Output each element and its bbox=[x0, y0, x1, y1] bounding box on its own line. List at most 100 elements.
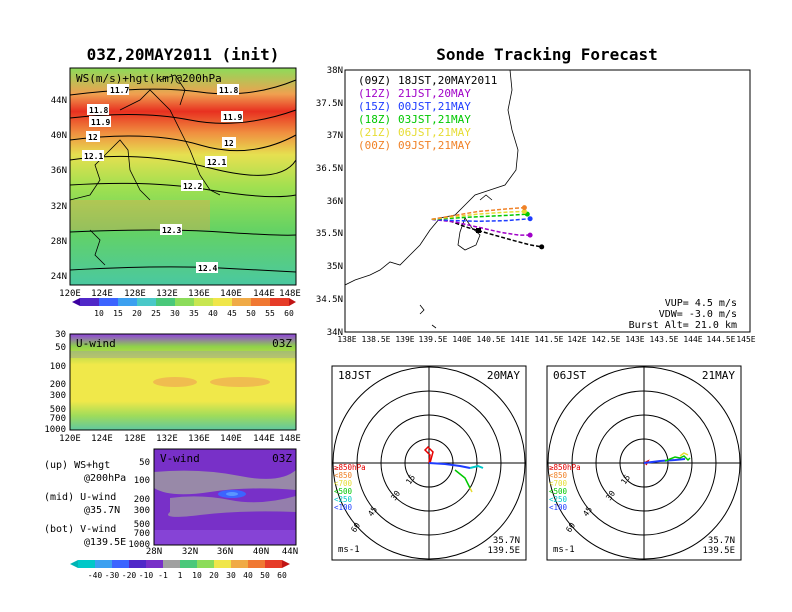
contour-label: 12.4 bbox=[198, 264, 217, 273]
lon-tick: 143.5E bbox=[650, 335, 679, 344]
legend-jst: 00JST,21MAY bbox=[398, 100, 471, 113]
lon-tick: 140E bbox=[220, 434, 242, 444]
track-legend: (09Z) 18JST,20MAY2011 (12Z) 21JST,20MAY … bbox=[358, 74, 497, 152]
colorbar-tick: 10 bbox=[192, 571, 202, 580]
wind-colorbar: -40 -30 -20 -10 -1 1 10 20 30 40 50 60 bbox=[70, 560, 290, 580]
legend-jst: 03JST,21MAY bbox=[398, 113, 471, 126]
pressure-tick: 200 bbox=[50, 380, 66, 390]
contour-label: 12 bbox=[88, 133, 98, 142]
lon-tick: 132E bbox=[156, 434, 178, 444]
left-title: 03Z,20MAY2011 (init) bbox=[87, 45, 280, 64]
hodograph-right: 06JST 21MAY 15 30 45 60 ≥850hPa <850 <70… bbox=[546, 365, 742, 561]
contour-label: 11.9 bbox=[223, 113, 242, 122]
pressure-tick: 100 bbox=[134, 476, 150, 486]
pressure-tick: 50 bbox=[55, 343, 66, 353]
legend-jst: 21JST,20MAY bbox=[398, 87, 471, 100]
legend-line: (mid) U-wind bbox=[44, 492, 116, 503]
track-line-2 bbox=[431, 217, 531, 223]
hodo-lat: 35.7N bbox=[708, 536, 735, 546]
lon-tick: 139E bbox=[395, 335, 414, 344]
u-wind-label: U-wind bbox=[76, 337, 116, 350]
right-title: Sonde Tracking Forecast bbox=[436, 45, 658, 64]
ws-map-panel: 11.7 11.8 11.8 11.9 11.9 12 12 12.1 12.1… bbox=[51, 67, 301, 299]
lat-tick: 34N bbox=[327, 328, 343, 338]
lat-tick: 37.5N bbox=[316, 99, 343, 109]
legend-line: (up) WS+hgt bbox=[44, 460, 110, 471]
colorbar-tick: 10 bbox=[94, 309, 104, 318]
lat-tick: 40N bbox=[253, 547, 269, 557]
v-wind-time: 03Z bbox=[272, 452, 292, 465]
level-item: <100 bbox=[549, 503, 568, 512]
legend-line: (bot) V-wind bbox=[44, 524, 116, 535]
legend-jst: 06JST,21MAY bbox=[398, 126, 471, 139]
v-wind-panel: V-wind 03Z 50 100 200 300 500 700 1000 2… bbox=[128, 448, 298, 557]
lon-tick: 132E bbox=[156, 289, 178, 299]
ws-map-fill bbox=[70, 68, 296, 285]
contour-label: 12.3 bbox=[162, 226, 181, 235]
track-endpoint-1 bbox=[527, 232, 533, 238]
lat-tick: 24N bbox=[51, 272, 67, 282]
lat-tick: 28N bbox=[51, 237, 67, 247]
colorbar-tick: -30 bbox=[105, 571, 120, 580]
lat-tick: 36N bbox=[327, 197, 343, 207]
colorbar-tick: 40 bbox=[208, 309, 218, 318]
pressure-tick: 1000 bbox=[44, 425, 66, 435]
lon-tick: 128E bbox=[124, 434, 146, 444]
lon-tick: 144.5E bbox=[707, 335, 736, 344]
u-wind-time: 03Z bbox=[272, 337, 292, 350]
lon-tick: 120E bbox=[59, 434, 81, 444]
lon-tick: 138.5E bbox=[362, 335, 391, 344]
track-line-4 bbox=[431, 210, 525, 221]
launch-marker bbox=[476, 228, 481, 233]
lat-tick: 35.5N bbox=[316, 229, 343, 239]
ws-lon-ticks: 120E 124E 128E 132E 136E 140E 144E 148E bbox=[59, 289, 301, 299]
level-item: <700 bbox=[549, 479, 568, 488]
lat-tick: 36.5N bbox=[316, 164, 343, 174]
level-item: <700 bbox=[334, 479, 353, 488]
track-line-3 bbox=[431, 213, 528, 221]
lon-tick: 144E bbox=[683, 335, 702, 344]
colorbar-tick: 50 bbox=[260, 571, 270, 580]
colorbar-tick: 20 bbox=[209, 571, 219, 580]
track-lat-ticks: 38N 37.5N 37N 36.5N 36N 35.5N 35N 34.5N … bbox=[316, 66, 343, 338]
lon-tick: 128E bbox=[124, 289, 146, 299]
track-endpoint-2 bbox=[527, 216, 533, 222]
lon-tick: 142.5E bbox=[592, 335, 621, 344]
pressure-tick: 100 bbox=[50, 362, 66, 372]
colorbar-tick: 60 bbox=[284, 309, 294, 318]
contour-label: 11.8 bbox=[219, 86, 238, 95]
level-item: <100 bbox=[334, 503, 353, 512]
legend-jst: 18JST,20MAY2011 bbox=[398, 74, 497, 87]
contour-label: 12.1 bbox=[207, 158, 226, 167]
legend-line: @35.7N bbox=[84, 505, 120, 516]
legend-line: @139.5E bbox=[84, 537, 126, 548]
colorbar-tick: -40 bbox=[88, 571, 103, 580]
level-item: <850 bbox=[549, 471, 568, 480]
coastlines bbox=[69, 74, 221, 266]
legend-utc: (15Z) bbox=[358, 100, 391, 113]
level-item: ≥850hPa bbox=[549, 463, 581, 472]
contour-label: 11.8 bbox=[89, 106, 108, 115]
contour-label: 12.2 bbox=[183, 182, 202, 191]
contour-label: 11.9 bbox=[91, 118, 110, 127]
lat-tick: 35N bbox=[327, 262, 343, 272]
hodo-date: 21MAY bbox=[702, 369, 735, 382]
sonde-params: VUP= 4.5 m/s VDW= -3.0 m/s Burst Alt= 21… bbox=[629, 298, 737, 331]
lat-tick: 32N bbox=[51, 202, 67, 212]
legend-utc: (18Z) bbox=[358, 113, 391, 126]
lon-tick: 138E bbox=[337, 335, 356, 344]
hodograph-left: 18JST 20MAY 15 30 45 60 ≥850hPa <850 <70… bbox=[331, 365, 527, 561]
lat-tick: 44N bbox=[51, 96, 67, 106]
colorbar-tick: 25 bbox=[151, 309, 161, 318]
colorbar-tick: 15 bbox=[113, 309, 123, 318]
contour-label: 12 bbox=[224, 139, 234, 148]
colorbar-tick: -10 bbox=[139, 571, 154, 580]
hodo-time: 06JST bbox=[553, 369, 586, 382]
hodo-lon: 139.5E bbox=[702, 546, 735, 556]
colorbar-tick: 45 bbox=[227, 309, 237, 318]
lat-tick: 32N bbox=[182, 547, 198, 557]
legend-utc: (21Z) bbox=[358, 126, 391, 139]
lon-tick: 144E bbox=[253, 434, 275, 444]
pressure-tick: 1000 bbox=[128, 540, 150, 550]
track-endpoint-4 bbox=[521, 209, 527, 214]
